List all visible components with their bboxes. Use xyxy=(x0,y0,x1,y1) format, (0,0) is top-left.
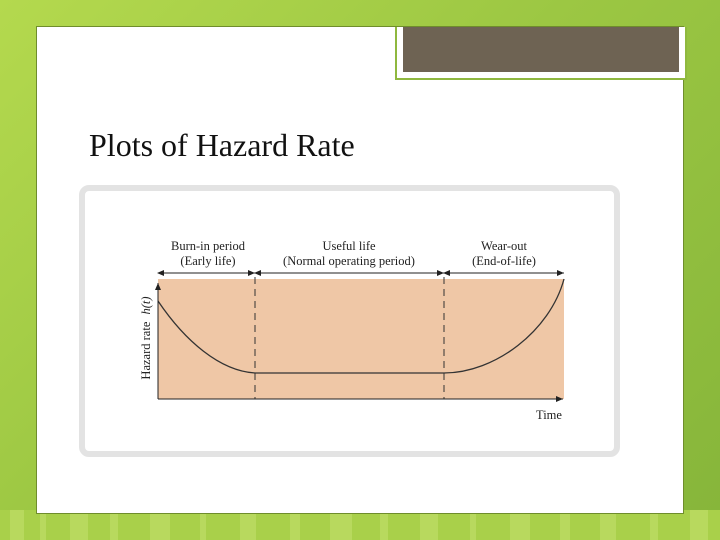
period-detail-useful-life: (Normal operating period) xyxy=(283,254,415,268)
figure-frame: Burn-in period (Early life) Useful life … xyxy=(79,185,620,457)
period-detail-burn-in: (Early life) xyxy=(180,254,235,268)
y-axis-label-text: Hazard rate xyxy=(139,321,153,379)
slide-title: Plots of Hazard Rate xyxy=(89,127,355,163)
bathtub-curve-diagram: Burn-in period (Early life) Useful life … xyxy=(139,239,565,422)
period-label-burn-in: Burn-in period xyxy=(171,239,246,253)
background-stripes xyxy=(0,510,720,540)
period-label-wear-out: Wear-out xyxy=(481,239,527,253)
hazard-rate-curve xyxy=(157,278,565,374)
y-axis-symbol: h(t) xyxy=(139,296,153,314)
title-accent-tab xyxy=(395,27,687,80)
period-detail-wear-out: (End-of-life) xyxy=(472,254,536,268)
y-axis-label: Hazard rate h(t) xyxy=(139,296,153,379)
period-label-useful-life: Useful life xyxy=(322,239,376,253)
accent-block xyxy=(403,27,679,72)
plot-area xyxy=(158,279,564,399)
x-axis-label: Time xyxy=(536,408,562,422)
